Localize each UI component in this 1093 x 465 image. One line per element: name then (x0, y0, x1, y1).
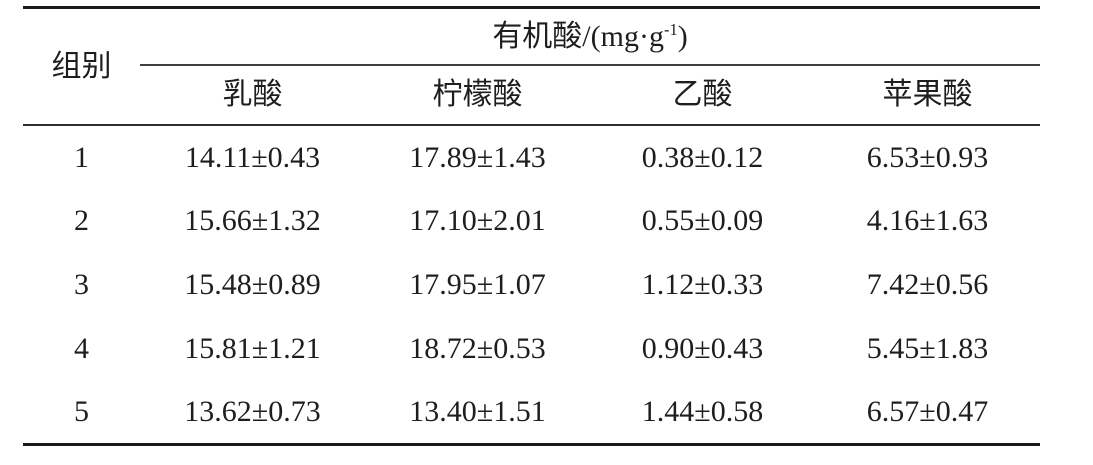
column-header-malic-acid: 苹果酸 (815, 64, 1041, 126)
organic-acid-unit-prefix: 有机酸/(mg·g (492, 19, 664, 53)
citric-acid-cell: 17.10±2.01 (409, 204, 546, 237)
citric-acid-cell: 17.95±1.07 (409, 268, 546, 301)
organic-acid-table: 组别 有机酸/(mg·g-1) 乳酸 柠檬酸 乙酸 苹果酸 1 14.11±0.… (23, 6, 1041, 446)
header-row-top: 组别 有机酸/(mg·g-1) (23, 7, 1041, 126)
acetic-acid-cell: 0.90±0.43 (641, 332, 764, 365)
column-header-citric-acid: 柠檬酸 (365, 64, 590, 126)
lactic-acid-cell: 13.62±0.73 (184, 395, 321, 429)
table-row: 4 15.81±1.21 18.72±0.53 0.90±0.43 5.45±1… (23, 317, 1040, 381)
acetic-acid-cell: 0.55±0.09 (641, 204, 764, 237)
group-cell: 5 (74, 395, 89, 429)
group-cell: 1 (74, 140, 89, 174)
acetic-acid-cell: 1.12±0.33 (641, 268, 764, 301)
table-header: 组别 有机酸/(mg·g-1) 乳酸 柠檬酸 乙酸 苹果酸 (23, 7, 1041, 126)
group-cell: 3 (74, 268, 89, 301)
malic-acid-cell: 6.53±0.93 (866, 140, 989, 174)
malic-acid-cell: 5.45±1.83 (866, 332, 989, 365)
lactic-acid-cell: 15.81±1.21 (184, 332, 321, 365)
lactic-acid-cell: 15.48±0.89 (184, 268, 321, 301)
acetic-acid-cell: 1.44±0.58 (641, 395, 764, 429)
column-header-group: 组别 (23, 7, 140, 126)
malic-acid-cell: 7.42±0.56 (866, 268, 989, 301)
lactic-acid-cell: 14.11±0.43 (184, 140, 321, 174)
group-cell: 4 (74, 332, 89, 365)
group-cell: 2 (74, 204, 89, 237)
citric-acid-cell: 17.89±1.43 (409, 140, 546, 174)
column-header-lactic-acid: 乳酸 (140, 64, 365, 126)
table-row: 1 14.11±0.43 17.89±1.43 0.38±0.12 6.53±0… (23, 125, 1040, 189)
table-row: 2 15.66±1.32 17.10±2.01 0.55±0.09 4.16±1… (23, 189, 1040, 253)
citric-acid-cell: 18.72±0.53 (409, 332, 546, 365)
citric-acid-cell: 13.40±1.51 (409, 395, 546, 429)
table-row: 5 13.62±0.73 13.40±1.51 1.44±0.58 6.57±0… (23, 381, 1040, 445)
column-header-acetic-acid: 乙酸 (590, 64, 815, 126)
organic-acid-unit-suffix: ) (677, 19, 688, 53)
table-row: 3 15.48±0.89 17.95±1.07 1.12±0.33 7.42±0… (23, 253, 1040, 317)
acetic-acid-cell: 0.38±0.12 (641, 140, 764, 174)
lactic-acid-cell: 15.66±1.32 (184, 204, 321, 237)
malic-acid-cell: 4.16±1.63 (866, 204, 989, 237)
column-header-organic-acid: 有机酸/(mg·g-1) (140, 7, 1041, 66)
malic-acid-cell: 6.57±0.47 (866, 395, 989, 429)
table-body: 1 14.11±0.43 17.89±1.43 0.38±0.12 6.53±0… (23, 125, 1040, 445)
header-row-sub: 乳酸 柠檬酸 乙酸 苹果酸 (23, 64, 1041, 126)
organic-acid-unit-superscript: -1 (663, 19, 678, 39)
